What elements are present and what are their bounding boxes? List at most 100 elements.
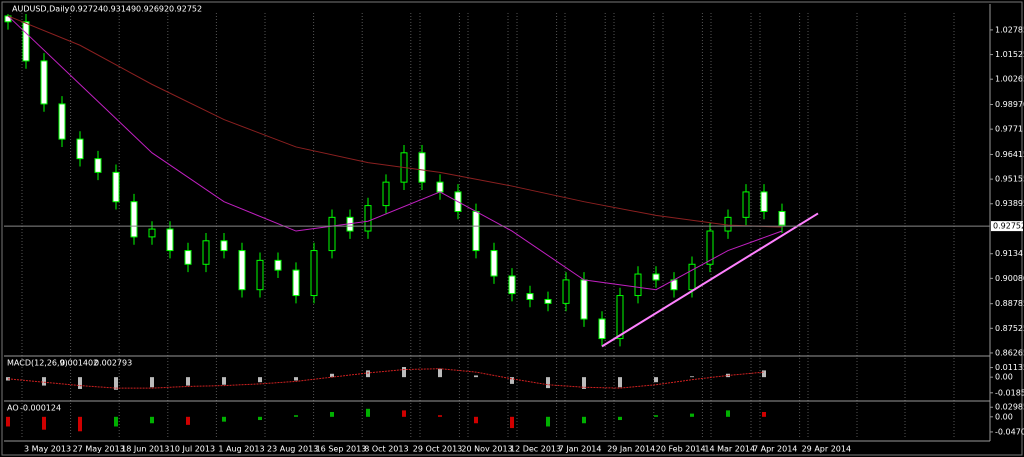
x-tick-label: 12 Dec 2013 <box>510 445 561 454</box>
candle-body <box>652 273 660 281</box>
x-tick-label: 29 Apr 2014 <box>802 445 851 454</box>
ao-bar <box>618 416 622 421</box>
y-tick-label: 0.9771 <box>995 125 1023 134</box>
candle-body <box>166 228 174 252</box>
y-tick-label: 0.87525 <box>995 324 1024 333</box>
macd-bar <box>222 377 226 385</box>
y-tick-label: 1.00265 <box>995 75 1024 84</box>
x-tick-label: 20 Nov 2013 <box>461 445 512 454</box>
indicator-reading: 0.002793 <box>94 359 132 368</box>
ao-bar <box>726 410 730 417</box>
ao-bar <box>690 413 694 417</box>
candle-body <box>418 152 426 183</box>
candle-body <box>706 230 714 265</box>
macd-bar <box>150 377 154 388</box>
candle-body <box>490 250 498 277</box>
x-tick-label: 18 Jun 2013 <box>121 445 169 454</box>
y-tick-label: 1.02785 <box>995 25 1024 34</box>
x-tick-label: 1 Aug 2013 <box>218 445 264 454</box>
ao-bar <box>78 416 82 432</box>
macd-bar <box>78 377 82 389</box>
x-tick-label: 27 May 2013 <box>73 445 125 454</box>
y-tick-label: 1.01525 <box>995 50 1024 59</box>
x-tick-label: 10 Jul 2013 <box>170 445 215 454</box>
macd-bar <box>294 377 298 381</box>
indicator-line <box>601 212 819 348</box>
candle-body <box>742 191 750 218</box>
ao-bar <box>114 416 118 427</box>
y-tick-label: -0.018562 <box>995 388 1024 397</box>
macd-bar <box>654 377 658 383</box>
y-tick-label: 0.93895 <box>995 199 1024 208</box>
candle-body <box>292 269 300 297</box>
candle-body <box>184 250 192 265</box>
candle-body <box>778 210 786 226</box>
y-tick-label: 0.9134 <box>995 249 1023 258</box>
x-tick-label: 7 Jan 2014 <box>559 445 602 454</box>
candle-body <box>238 250 246 291</box>
ao-bar <box>438 415 442 417</box>
candle-body <box>580 279 588 320</box>
macd-bar <box>366 370 370 378</box>
candle-body <box>220 240 228 252</box>
x-tick-label: 3 May 2013 <box>24 445 71 454</box>
candle-body <box>472 210 480 252</box>
ohlc-value: 0.93149 <box>103 5 136 14</box>
y-tick-label: 0.95155 <box>995 175 1024 184</box>
candle-body <box>634 273 642 297</box>
ao-bar <box>510 416 514 429</box>
macd-bar <box>762 370 766 378</box>
candle-body <box>526 293 534 300</box>
ohlc-value: 0.92692 <box>136 5 169 14</box>
x-tick-label: 14 Mar 2014 <box>704 445 755 454</box>
candle-body <box>76 138 84 160</box>
ao-bar <box>42 416 46 430</box>
last-price: 0.92752 <box>993 222 1024 231</box>
ohlc-value: 0.92752 <box>169 5 202 14</box>
signal-line <box>7 368 765 389</box>
macd-bar <box>258 377 262 383</box>
ao-bar <box>474 416 478 424</box>
indicator-line <box>7 15 783 228</box>
y-tick-label: 0.96415 <box>995 150 1024 159</box>
macd-bar <box>690 376 694 378</box>
candle-body <box>382 181 390 207</box>
ao-bar <box>582 416 586 424</box>
x-tick-label: 7 Apr 2014 <box>753 445 797 454</box>
ao-bar <box>222 416 226 422</box>
ao-bar <box>150 416 154 424</box>
ao-bar <box>402 410 406 417</box>
candle-body <box>58 103 66 140</box>
ao-bar <box>330 412 334 417</box>
y-tick-label: 0.029856 <box>995 403 1024 412</box>
candle-body <box>256 259 264 291</box>
indicator-title: AO <box>7 404 19 413</box>
candle-body <box>148 228 156 238</box>
price-box <box>991 221 1023 232</box>
x-tick-label: 29 Jan 2014 <box>607 445 655 454</box>
y-tick-label: 0.86265 <box>995 348 1024 357</box>
candle-body <box>562 279 570 304</box>
ao-bar <box>6 416 10 427</box>
candle-body <box>22 21 30 62</box>
ao-bar <box>654 415 658 417</box>
macd-bar <box>618 377 622 388</box>
candle-body <box>688 263 696 291</box>
candle-body <box>760 191 768 212</box>
y-tick-label: 0.011353 <box>995 363 1024 372</box>
candle-body <box>310 250 318 297</box>
ohlc-value: 0.92724 <box>70 5 103 14</box>
candle-body <box>94 158 102 173</box>
indicator-title: MACD(12,26,9) <box>7 359 68 368</box>
candle-body <box>364 205 372 232</box>
candle-body <box>328 216 336 252</box>
y-tick-label: 0.88785 <box>995 299 1024 308</box>
indicator-line <box>7 15 783 291</box>
x-tick-label: 8 Oct 2013 <box>364 445 408 454</box>
ao-bar <box>186 416 190 425</box>
candle-body <box>112 171 120 203</box>
x-tick-label: 16 Sep 2013 <box>316 445 367 454</box>
ao-bar <box>546 416 550 427</box>
x-tick-label: 29 Oct 2013 <box>413 445 462 454</box>
